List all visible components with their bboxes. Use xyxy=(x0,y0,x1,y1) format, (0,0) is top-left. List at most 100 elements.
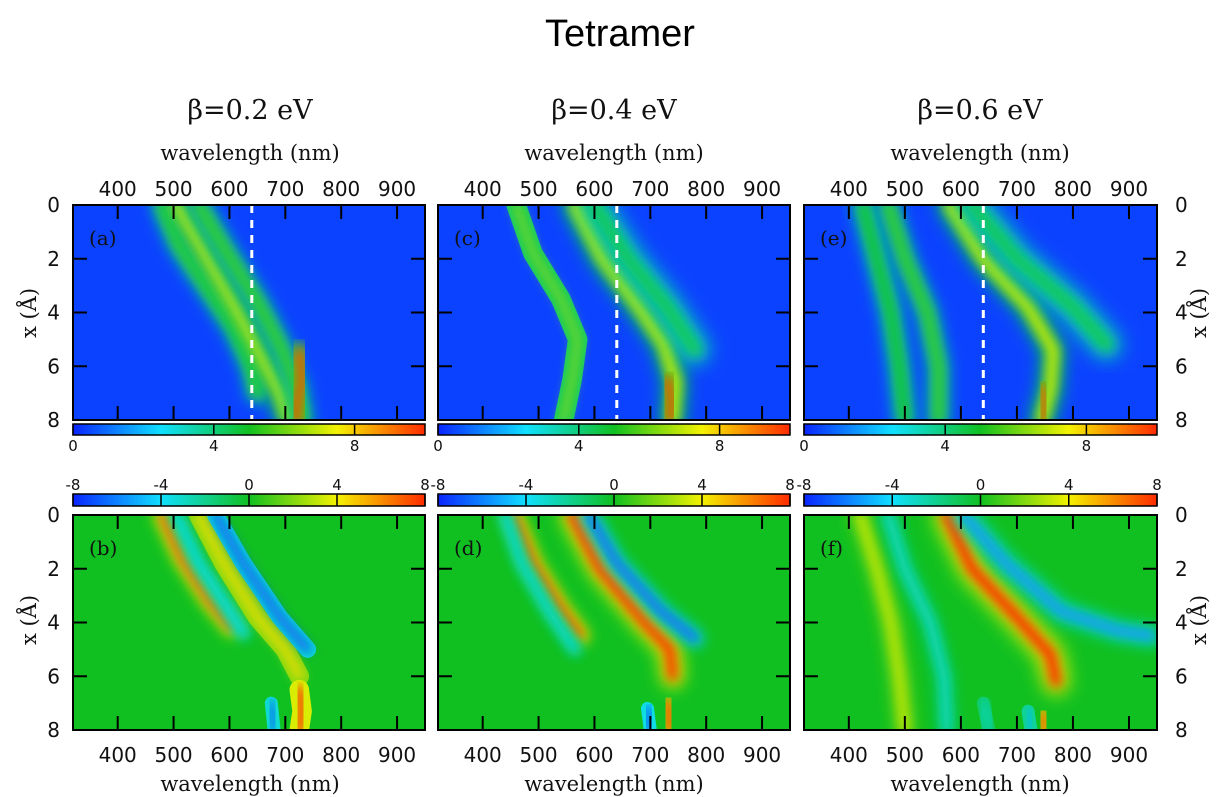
colorbar-bottom-1: -8 -4 0 4 8 xyxy=(66,476,430,506)
colorbar-top-3: 0 4 8 xyxy=(799,424,1157,455)
band-4-core xyxy=(667,703,670,730)
colorbar-tick-label: 0 xyxy=(609,476,619,494)
band-4-core xyxy=(1042,714,1045,730)
top-x-tick-label: 400 xyxy=(830,177,868,201)
left-y-tick-label: 6 xyxy=(47,354,60,378)
panel-label: (f) xyxy=(820,536,843,560)
colorbar-tick-label: 4 xyxy=(332,476,342,494)
colorbar-tick-label: 4 xyxy=(574,437,584,455)
band-2-core xyxy=(667,380,671,420)
colorbar-tick-label: 8 xyxy=(785,476,795,494)
bottom-x-tick-label: 600 xyxy=(942,743,980,767)
top-x-tick-label: 900 xyxy=(1110,177,1148,201)
panel-label: (b) xyxy=(89,536,117,560)
bottom-x-tick-label: 400 xyxy=(830,743,868,767)
top-x-tick-label: 400 xyxy=(99,177,137,201)
colorbar-tick-label: 8 xyxy=(1152,476,1162,494)
colorbar-gradient xyxy=(804,424,1157,435)
panel-a: (a) xyxy=(73,205,425,420)
bottom-x-tick-label: 500 xyxy=(519,743,557,767)
top-x-tick-label: 600 xyxy=(210,177,248,201)
top-xlabel-3: wavelength (nm) xyxy=(890,141,1069,165)
colorbar-tick-label: 8 xyxy=(420,476,430,494)
colorbar-tick-label: 4 xyxy=(940,437,950,455)
right-y-tick-label: 6 xyxy=(1175,664,1188,688)
colorbar-tick-label: 0 xyxy=(976,476,986,494)
ylabel-right-bottom: x (Å) xyxy=(1186,595,1211,645)
bottom-x-tick-label: 500 xyxy=(886,743,924,767)
left-y-tick-label: 4 xyxy=(47,301,60,325)
bottom-x-tick-label: 800 xyxy=(1054,743,1092,767)
top-x-tick-label: 800 xyxy=(322,177,360,201)
ylabel-left-bottom: x (Å) xyxy=(16,595,41,645)
band-3-core xyxy=(1042,388,1045,420)
right-y-tick-label: 8 xyxy=(1175,408,1188,432)
colorbar-bottom-2: -8 -4 0 4 8 xyxy=(431,476,795,506)
left-y-tick-label: 6 xyxy=(47,664,60,688)
bottom-x-tick-label: 700 xyxy=(266,743,304,767)
top-x-tick-label: 600 xyxy=(942,177,980,201)
band-5-core xyxy=(1028,711,1031,730)
heatmap-background xyxy=(73,515,425,730)
bottom-xlabel-2: wavelength (nm) xyxy=(524,772,703,796)
colorbar-tick-label: 0 xyxy=(68,437,78,455)
colorbar-gradient xyxy=(73,424,425,435)
left-y-tick-label: 4 xyxy=(47,611,60,635)
colorbar-tick-label: -4 xyxy=(154,476,169,494)
right-y-tick-label: 8 xyxy=(1175,718,1188,742)
panel-label: (d) xyxy=(454,536,482,560)
left-y-tick-label: 0 xyxy=(47,193,60,217)
ylabel-left-top: x (Å) xyxy=(16,288,41,338)
ylabel-right-top: x (Å) xyxy=(1186,288,1211,338)
top-x-tick-label: 500 xyxy=(519,177,557,201)
panel-label: (c) xyxy=(454,226,481,250)
left-y-tick-label: 2 xyxy=(47,557,60,581)
bottom-x-tick-label: 900 xyxy=(743,743,781,767)
panel-f: (f) xyxy=(804,515,1157,730)
bottom-x-tick-label: 700 xyxy=(998,743,1036,767)
column-title-3: β=0.6 eV xyxy=(917,95,1043,126)
colorbar-top-2: 0 4 8 xyxy=(433,424,790,455)
colorbar-tick-label: -8 xyxy=(66,476,81,494)
right-y-tick-label: 2 xyxy=(1175,247,1188,271)
left-y-tick-label: 2 xyxy=(47,247,60,271)
top-x-tick-label: 700 xyxy=(998,177,1036,201)
bottom-xlabel-3: wavelength (nm) xyxy=(890,772,1069,796)
colorbar-tick-label: -8 xyxy=(797,476,812,494)
band-4-core xyxy=(299,690,302,730)
right-y-tick-label: 0 xyxy=(1175,193,1188,217)
panel-e: (e) xyxy=(804,205,1157,420)
colorbar-tick-label: 8 xyxy=(715,437,725,455)
colorbar-tick-label: 4 xyxy=(209,437,219,455)
right-y-tick-label: 6 xyxy=(1175,354,1188,378)
right-y-tick-label: 2 xyxy=(1175,557,1188,581)
top-x-tick-label: 500 xyxy=(154,177,192,201)
band-5-core xyxy=(271,703,274,730)
bottom-x-tick-label: 700 xyxy=(631,743,669,767)
bottom-x-tick-label: 600 xyxy=(210,743,248,767)
top-x-tick-label: 400 xyxy=(464,177,502,201)
colorbar-tick-label: 8 xyxy=(350,437,360,455)
top-x-tick-label: 900 xyxy=(378,177,416,201)
colorbar-tick-label: -4 xyxy=(885,476,900,494)
colorbar-tick-label: -8 xyxy=(431,476,446,494)
colorbar-tick-label: -4 xyxy=(519,476,534,494)
column-title-2: β=0.4 eV xyxy=(551,95,677,126)
left-y-tick-label: 8 xyxy=(47,718,60,742)
bottom-xlabel-1: wavelength (nm) xyxy=(160,772,339,796)
top-x-tick-label: 800 xyxy=(687,177,725,201)
bottom-x-tick-label: 900 xyxy=(378,743,416,767)
colorbar-tick-label: 0 xyxy=(799,437,809,455)
figure-title: Tetramer xyxy=(545,13,695,55)
colorbar-tick-label: 0 xyxy=(433,437,443,455)
bottom-x-tick-label: 900 xyxy=(1110,743,1148,767)
colorbar-top-1: 0 4 8 xyxy=(68,424,425,455)
bottom-x-tick-label: 500 xyxy=(154,743,192,767)
colorbar-tick-label: 4 xyxy=(697,476,707,494)
bottom-x-tick-label: 400 xyxy=(99,743,137,767)
panel-d: (d) xyxy=(438,515,790,730)
top-x-tick-label: 800 xyxy=(1054,177,1092,201)
top-x-tick-label: 900 xyxy=(743,177,781,201)
top-x-tick-label: 500 xyxy=(886,177,924,201)
top-xlabel-2: wavelength (nm) xyxy=(524,141,703,165)
